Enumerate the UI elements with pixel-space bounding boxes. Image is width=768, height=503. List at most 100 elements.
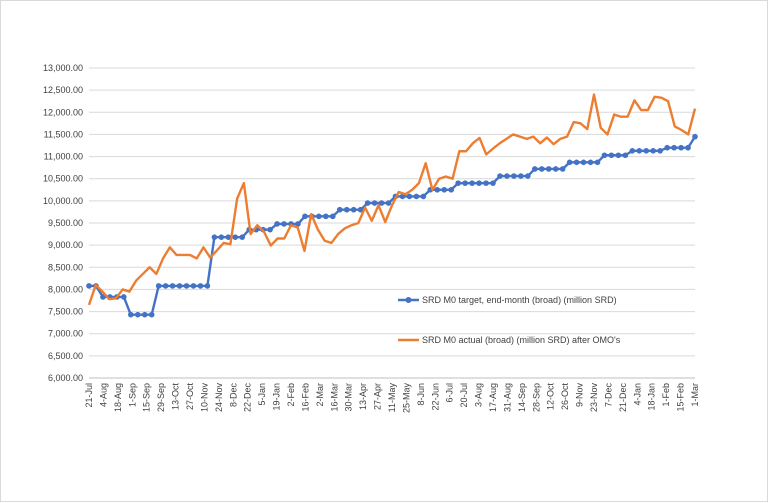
data-point: [232, 234, 239, 240]
x-tick-label: 4-Jan: [632, 383, 642, 406]
x-tick-label: 9-Nov: [575, 383, 585, 408]
data-point: [559, 166, 566, 172]
data-point: [364, 200, 371, 206]
data-point: [692, 133, 698, 140]
data-point: [441, 186, 448, 193]
data-point: [225, 234, 232, 240]
data-point: [518, 173, 524, 179]
series-line-0: [89, 136, 697, 316]
y-tick-label: 9,500.00: [48, 218, 83, 228]
x-tick-label: 5-Jan: [257, 383, 267, 406]
x-tick-label: 7-Dec: [603, 383, 613, 408]
x-tick-label: 23-Nov: [589, 383, 599, 413]
data-point: [399, 193, 406, 200]
x-tick-label: 19-Jan: [272, 383, 282, 411]
y-tick-label: 8,000.00: [48, 284, 83, 294]
data-point: [455, 180, 461, 186]
data-point: [587, 159, 594, 166]
data-point: [420, 193, 427, 200]
data-point: [316, 213, 322, 220]
data-point: [650, 148, 657, 154]
data-point: [86, 283, 92, 289]
y-tick-label: 7,500.00: [48, 307, 83, 317]
x-tick-label: 22-Dec: [243, 383, 253, 413]
data-point: [385, 200, 392, 206]
x-tick-label: 18-Jan: [647, 383, 657, 411]
x-tick-label: 13-Oct: [171, 383, 181, 411]
data-point: [281, 221, 287, 227]
data-point: [274, 221, 280, 227]
data-point: [490, 180, 496, 186]
data-point: [643, 148, 650, 154]
data-point: [566, 159, 573, 166]
data-point: [448, 186, 455, 193]
data-point: [580, 159, 587, 166]
data-point: [636, 148, 643, 154]
data-point: [295, 221, 301, 227]
y-tick-label: 6,000.00: [48, 373, 83, 383]
gridlines: [89, 67, 695, 379]
data-point: [504, 173, 510, 179]
x-tick-label: 27-Oct: [185, 383, 195, 411]
data-point: [204, 283, 211, 289]
data-point: [462, 180, 468, 186]
data-point: [594, 159, 601, 166]
data-point: [413, 193, 420, 200]
data-point: [239, 234, 246, 240]
legend-item-actual: SRD M0 actual (broad) (million SRD) afte…: [398, 335, 621, 345]
x-tick-label: 14-Sep: [517, 383, 527, 412]
legend-marker-target: [405, 297, 412, 303]
y-tick-label: 13,000.00: [43, 63, 83, 73]
data-point: [211, 234, 218, 240]
x-tick-label: 16-Feb: [300, 383, 310, 412]
y-tick-label: 6,500.00: [48, 351, 83, 361]
data-point: [218, 234, 225, 240]
data-point: [685, 144, 691, 151]
x-tick-label: 4-Aug: [98, 383, 108, 407]
data-point: [657, 148, 663, 154]
data-point: [434, 186, 441, 193]
x-tick-label: 15-Feb: [676, 383, 686, 412]
data-point: [497, 173, 503, 179]
data-point: [134, 311, 141, 318]
series-layer: [86, 93, 698, 318]
data-point: [664, 144, 670, 151]
data-point: [601, 152, 608, 159]
data-point: [162, 283, 169, 289]
x-tick-label: 31-Aug: [502, 383, 512, 412]
y-tick-label: 11,500.00: [44, 129, 83, 139]
data-point: [538, 166, 545, 172]
x-tick-label: 1-Sep: [127, 383, 137, 407]
y-tick-label: 10,500.00: [43, 174, 83, 184]
data-point: [629, 148, 636, 154]
x-tick-label: 6-Jul: [445, 383, 455, 403]
data-point: [343, 206, 350, 213]
data-point: [378, 200, 385, 206]
data-point: [148, 311, 155, 318]
data-point: [323, 213, 329, 220]
y-tick-label: 9,000.00: [48, 240, 83, 250]
series-line-1: [87, 93, 697, 306]
y-tick-label: 12,000.00: [43, 107, 83, 117]
legend-label-actual: SRD M0 actual (broad) (million SRD) afte…: [422, 335, 621, 345]
y-tick-label: 12,500.00: [43, 85, 83, 95]
x-tick-label: 1-Mar: [690, 383, 700, 407]
y-tick-label: 10,000.00: [43, 196, 83, 206]
x-tick-label: 13-Apr: [358, 383, 368, 410]
x-tick-label: 17-Aug: [488, 383, 498, 412]
data-point: [155, 283, 162, 289]
x-tick-label: 28-Sep: [531, 383, 541, 412]
data-point: [267, 226, 273, 233]
data-point: [302, 213, 308, 220]
x-tick-label: 18-Aug: [113, 383, 123, 412]
y-tick-label: 8,500.00: [48, 262, 83, 272]
data-point: [176, 283, 183, 289]
data-point: [545, 166, 552, 172]
data-point: [169, 283, 176, 289]
data-point: [615, 152, 622, 159]
x-tick-label: 2-Feb: [286, 383, 296, 407]
data-point: [406, 193, 413, 200]
data-point: [100, 294, 106, 300]
